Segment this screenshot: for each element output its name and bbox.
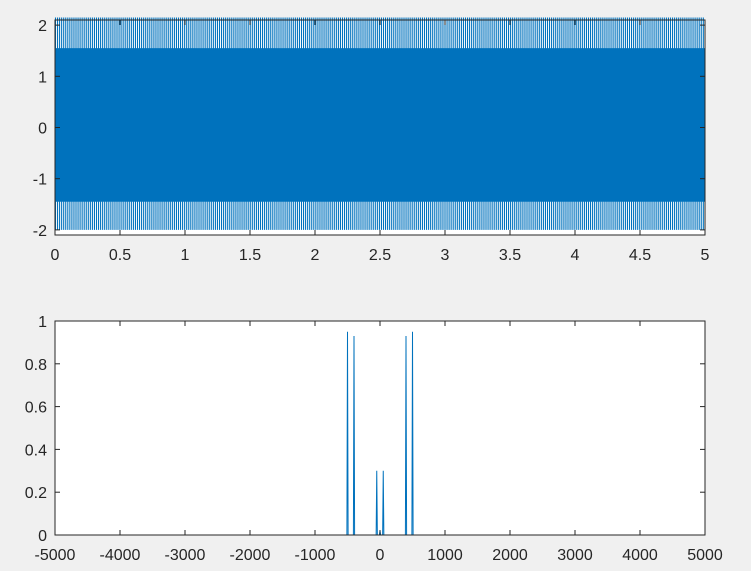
bottom-axes-y-tick-label: 1 xyxy=(38,314,47,331)
bottom-axes-x-tick-label: 2000 xyxy=(492,547,528,564)
bottom-axes-x-tick-label: -1000 xyxy=(295,547,336,564)
top-axes-y-tick-label: 2 xyxy=(38,18,47,35)
bottom-axes-x-tick-label: 1000 xyxy=(427,547,463,564)
top-axes-x-tick-label: 0.5 xyxy=(109,247,131,264)
top-axes-x-tick-label: 4 xyxy=(571,247,580,264)
top-axes-x-tick-label: 2 xyxy=(311,247,320,264)
top-axes-x-tick-label: 3.5 xyxy=(499,247,521,264)
bottom-axes: -5000 -4000 -3000 -2000 -1000 0 1000 2000 3000 40… xyxy=(25,314,723,564)
top-axes-x-tick-label: 5 xyxy=(701,247,710,264)
bottom-axes-x-tick-label: -3000 xyxy=(165,547,206,564)
bottom-axes-x-tick-label: 5000 xyxy=(687,547,723,564)
bottom-axes-y-tick-label: 0.2 xyxy=(25,485,47,502)
top-axes: 0 0.5 1 1.5 2 2.5 3 3.5 4 4.5 5 -2 -1 0 1 2 xyxy=(33,17,710,264)
top-axes-x-tick-label: 2.5 xyxy=(369,247,391,264)
top-axes-x-tick-label: 3 xyxy=(441,247,450,264)
bottom-axes-y-tick-label: 0.8 xyxy=(25,357,47,374)
bottom-axes-x-tick-label: 3000 xyxy=(557,547,593,564)
bottom-axes-y-tick-label: 0.4 xyxy=(25,442,47,459)
signal-series-band xyxy=(55,48,705,202)
bottom-axes-x-tick-label: 0 xyxy=(376,547,385,564)
bottom-axes-y-tick-label: 0.6 xyxy=(25,400,47,417)
top-axes-x-tick-label: 1 xyxy=(181,247,190,264)
bottom-axes-plot-area xyxy=(55,321,705,535)
bottom-axes-y-tick-label: 0 xyxy=(38,528,47,545)
top-axes-y-tick-label: -2 xyxy=(33,223,47,240)
top-axes-y-tick-label: 0 xyxy=(38,121,47,138)
bottom-axes-x-tick-label: -5000 xyxy=(35,547,76,564)
bottom-axes-x-tick-label: -4000 xyxy=(100,547,141,564)
top-axes-x-tick-label: 4.5 xyxy=(629,247,651,264)
top-axes-x-tick-label: 0 xyxy=(51,247,60,264)
top-axes-x-tick-label: 1.5 xyxy=(239,247,261,264)
bottom-axes-x-tick-label: -2000 xyxy=(230,547,271,564)
top-axes-y-tick-label: -1 xyxy=(33,172,47,189)
bottom-axes-x-tick-label: 4000 xyxy=(622,547,658,564)
top-axes-y-tick-label: 1 xyxy=(38,69,47,86)
